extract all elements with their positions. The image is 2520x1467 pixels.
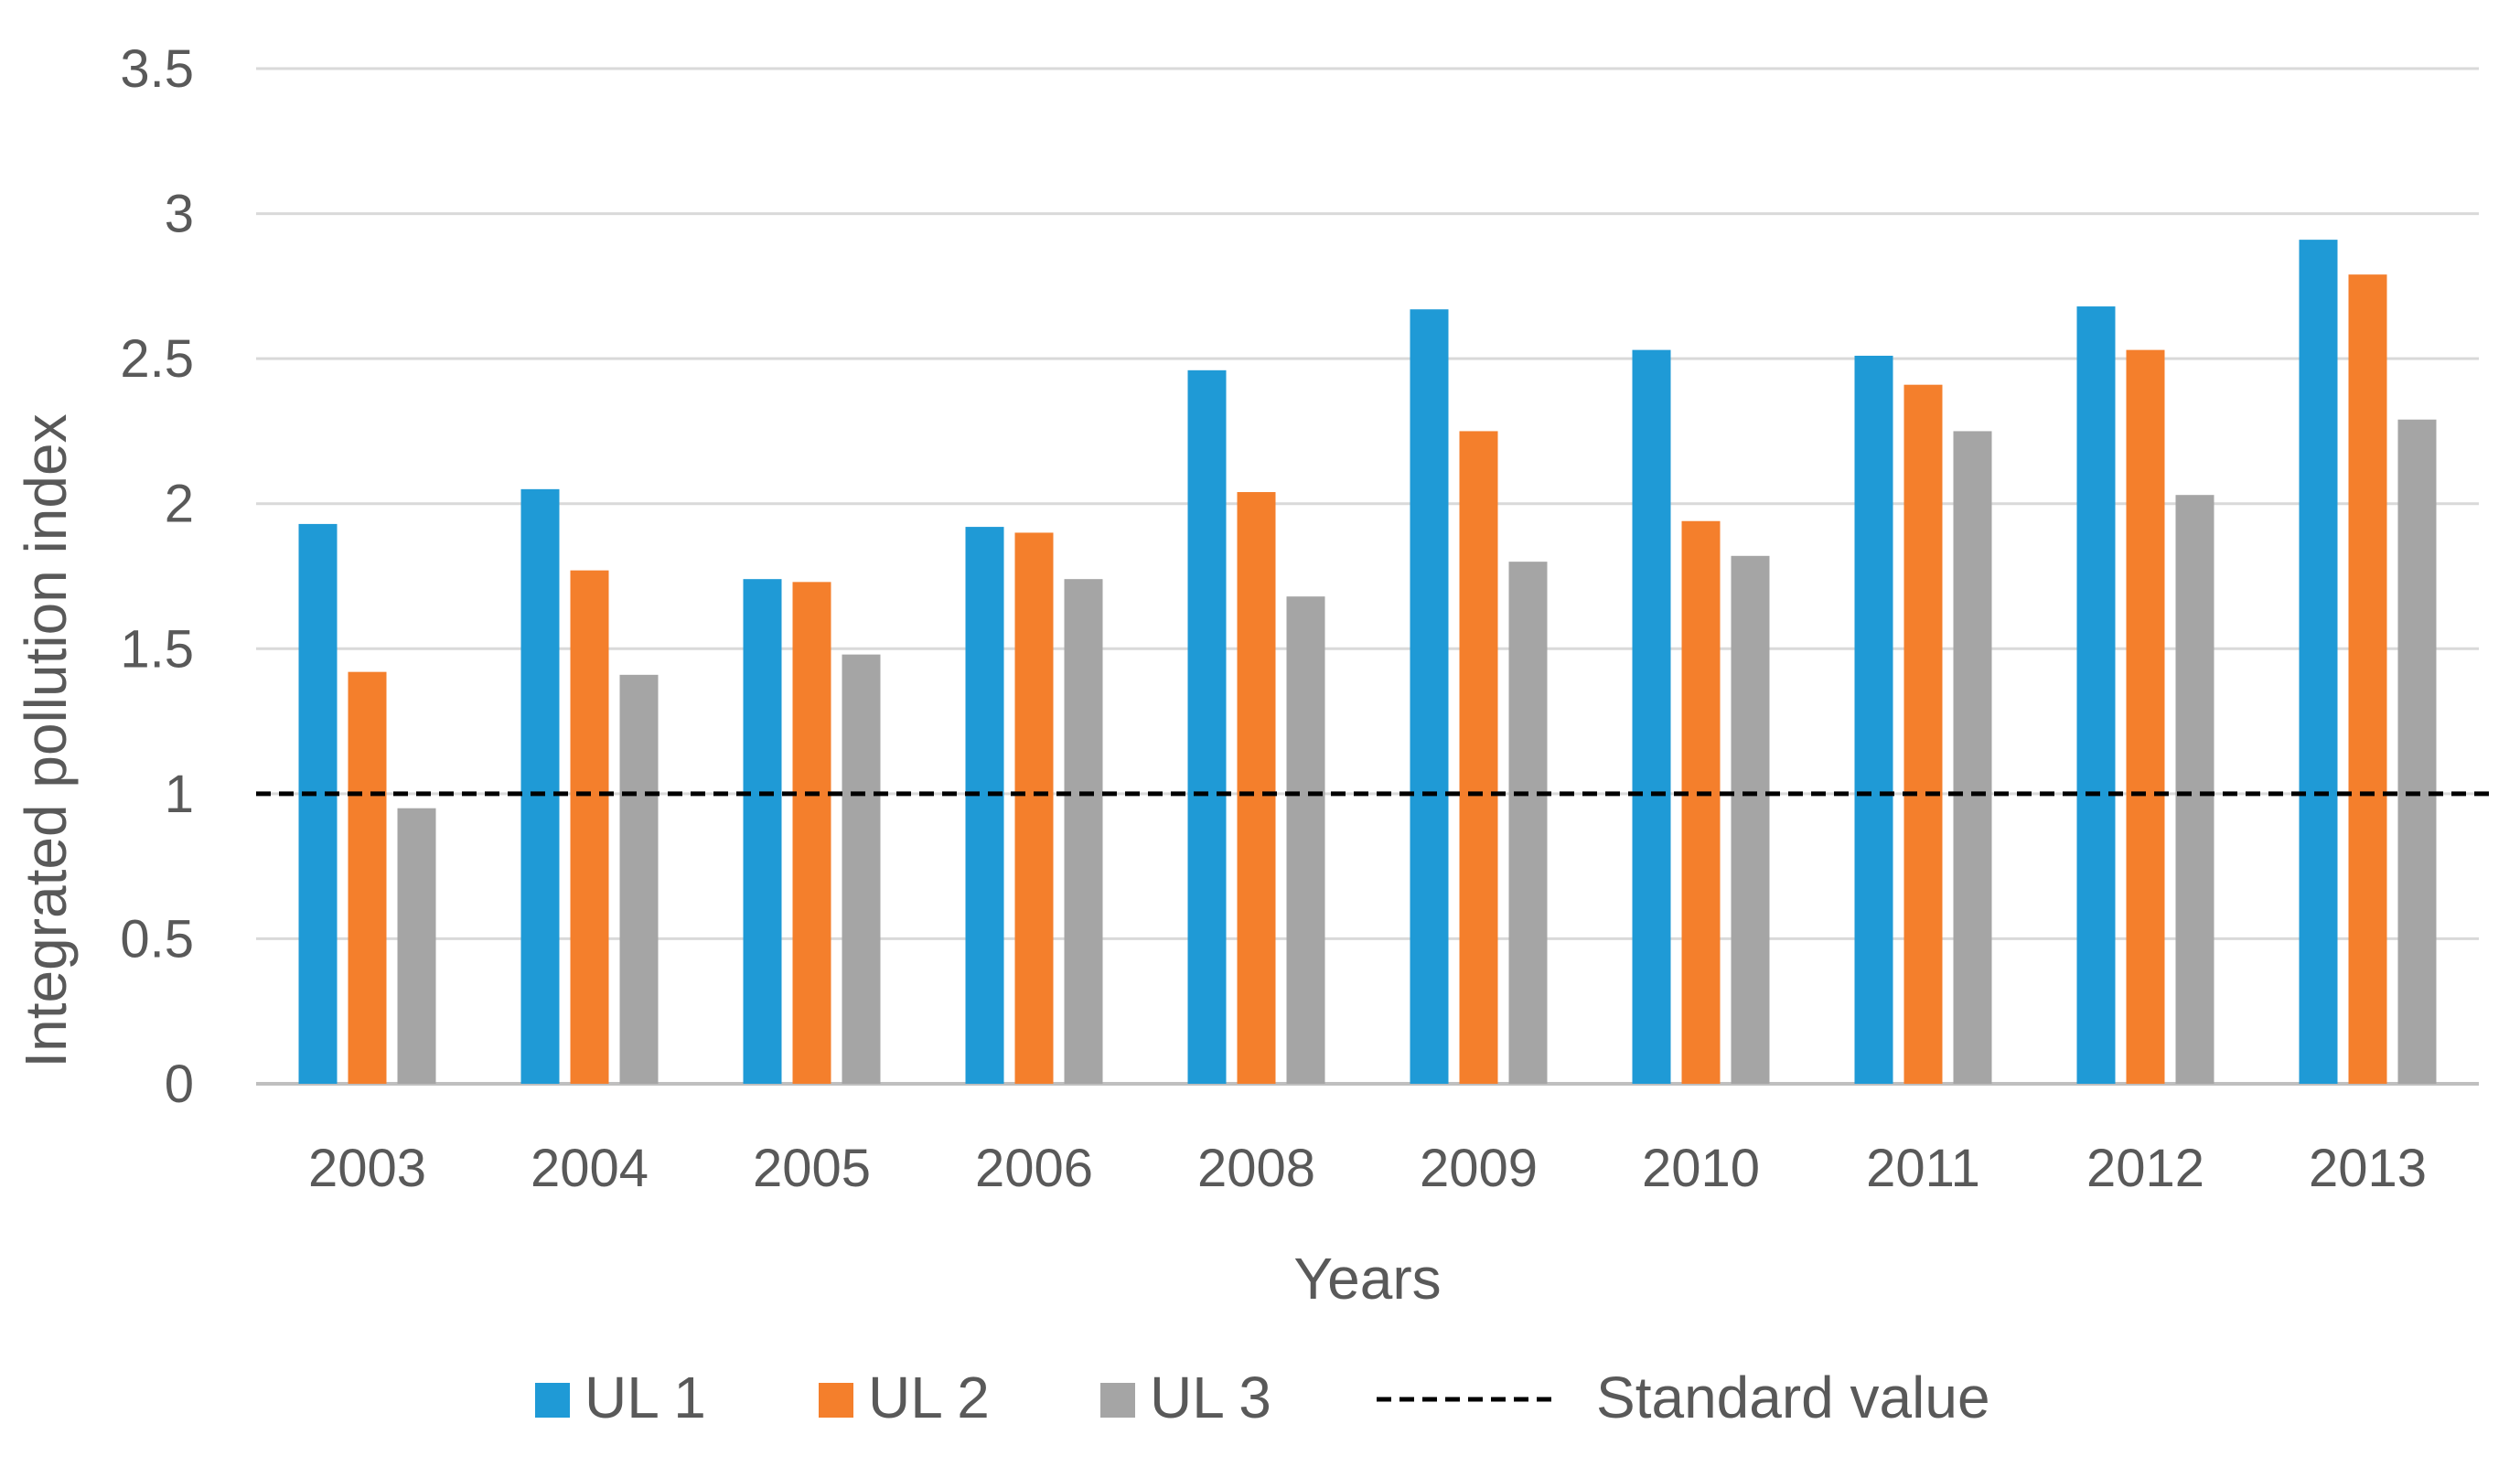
x-tick-label: 2005 xyxy=(753,1139,871,1198)
bar-ul1-2003 xyxy=(298,523,338,1084)
bar-ul3-2008 xyxy=(1286,596,1325,1084)
x-tick-label: 2010 xyxy=(1642,1139,1760,1198)
legend-label: UL 1 xyxy=(584,1365,706,1430)
legend-label: UL 2 xyxy=(868,1365,990,1430)
y-tick-label: 2.5 xyxy=(120,329,194,389)
x-tick-labels: 2003 2004 2005 2006 2008 2009 2010 2011 2012 2013 xyxy=(308,1139,2427,1198)
x-tick-label: 2009 xyxy=(1420,1139,1538,1198)
legend-label: UL 3 xyxy=(1150,1365,1271,1430)
bar-ul2-2004 xyxy=(570,570,609,1084)
bar-ul2-2005 xyxy=(792,582,831,1084)
bar-ul1-2006 xyxy=(965,527,1004,1084)
x-axis-title: Years xyxy=(1293,1246,1441,1312)
legend-swatch-ul1 xyxy=(535,1383,570,1418)
bar-ul3-2011 xyxy=(1953,431,1992,1084)
x-tick-label: 2012 xyxy=(2086,1139,2204,1198)
y-tick-label: 3.5 xyxy=(120,39,194,99)
bar-ul1-2012 xyxy=(2076,306,2116,1084)
bar-ul2-2012 xyxy=(2126,349,2165,1085)
bar-ul3-2003 xyxy=(397,808,436,1084)
bar-ul3-2006 xyxy=(1064,579,1103,1084)
x-tick-label: 2006 xyxy=(975,1139,1093,1198)
bar-ul3-2004 xyxy=(619,674,659,1084)
bar-ul3-2005 xyxy=(842,654,881,1084)
bar-ul2-2006 xyxy=(1014,532,1054,1084)
bar-ul1-2011 xyxy=(1854,355,1893,1084)
bar-ul2-2003 xyxy=(348,671,387,1084)
x-tick-label: 2004 xyxy=(531,1139,649,1198)
x-tick-label: 2011 xyxy=(1866,1139,1980,1198)
bar-ul1-2008 xyxy=(1187,369,1227,1084)
x-tick-label: 2013 xyxy=(2309,1139,2427,1198)
y-tick-label: 3 xyxy=(165,185,194,244)
y-axis-title: Integrated pollution index xyxy=(13,413,79,1067)
x-tick-label: 2003 xyxy=(308,1139,426,1198)
legend-label: Standard value xyxy=(1596,1365,1990,1430)
bar-ul3-2010 xyxy=(1731,555,1770,1084)
bar-ul3-2012 xyxy=(2175,495,2214,1084)
x-tick-label: 2008 xyxy=(1197,1139,1315,1198)
bar-ul2-2009 xyxy=(1459,431,1498,1084)
y-tick-labels: 0 0.5 1 1.5 2 2.5 3 3.5 xyxy=(120,39,194,1114)
legend-swatch-ul3 xyxy=(1100,1383,1135,1418)
y-tick-label: 0.5 xyxy=(120,909,194,969)
bar-ul1-2010 xyxy=(1632,349,1671,1085)
y-tick-label: 1 xyxy=(165,765,194,824)
bar-ul2-2013 xyxy=(2348,274,2387,1085)
bars xyxy=(298,240,2437,1085)
legend: UL 1 UL 2 UL 3 Standard value xyxy=(535,1365,1990,1430)
y-tick-label: 2 xyxy=(165,475,194,534)
y-tick-label: 1.5 xyxy=(120,619,194,679)
legend-swatch-ul2 xyxy=(819,1383,853,1418)
bar-ul2-2011 xyxy=(1903,384,1943,1085)
bar-ul3-2009 xyxy=(1508,562,1548,1084)
bar-ul1-2013 xyxy=(2299,240,2338,1085)
bar-ul2-2010 xyxy=(1681,520,1721,1084)
bar-ul1-2009 xyxy=(1410,309,1449,1084)
bar-ul3-2013 xyxy=(2397,419,2437,1084)
bar-ul1-2004 xyxy=(520,488,560,1084)
y-tick-label: 0 xyxy=(165,1055,194,1114)
bar-ul2-2008 xyxy=(1237,492,1276,1084)
bar-ul1-2005 xyxy=(743,579,782,1084)
